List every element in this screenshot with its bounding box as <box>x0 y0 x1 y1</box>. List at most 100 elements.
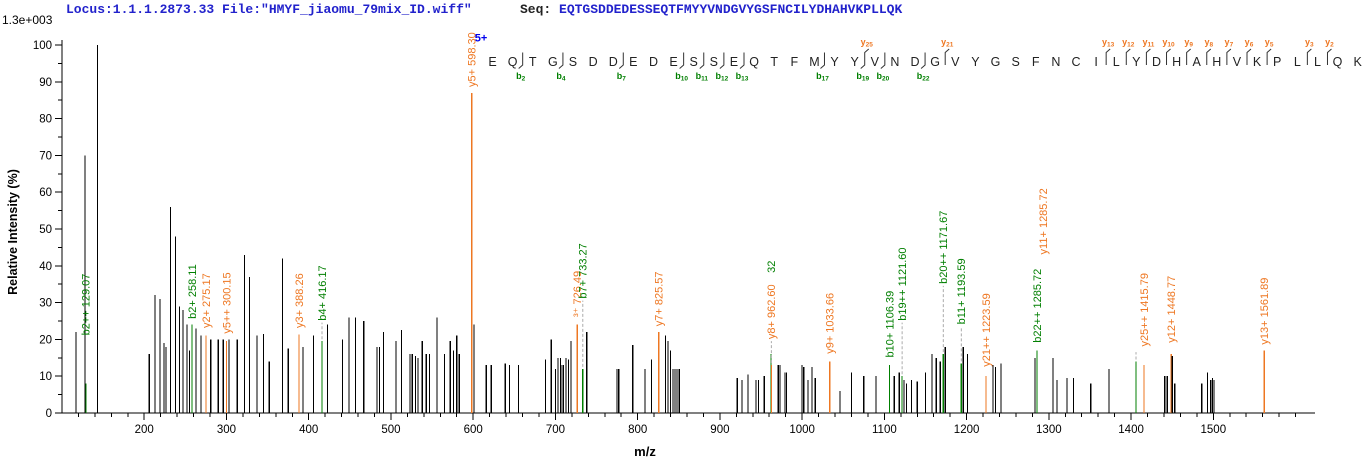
cleavage-marker <box>1125 48 1131 65</box>
y-ion-marker: y6 <box>1245 37 1254 49</box>
y-ion-marker: y9 <box>1184 37 1193 49</box>
cleavage-marker <box>618 52 624 69</box>
x-axis-tick-label: 500 <box>381 424 400 436</box>
cleavage-marker <box>518 52 524 69</box>
x-axis-tick-label: 1000 <box>789 424 815 436</box>
sequence-residue: L <box>1314 55 1321 69</box>
peak-label: b7+ 733.27 <box>578 243 590 298</box>
sequence-residue: S <box>1011 55 1019 69</box>
b-ion-marker: b13 <box>736 71 749 83</box>
sequence-residue: G <box>991 55 1001 69</box>
peak-label: y25++ 1415.79 <box>1139 273 1151 346</box>
peak-label: y3+ 388.26 <box>294 273 306 328</box>
y-ion-marker: y21 <box>941 37 954 49</box>
sequence-residue: T <box>529 55 537 69</box>
cleavage-marker <box>679 52 685 69</box>
x-axis-tick-label: 200 <box>135 424 154 436</box>
sequence-residue: D <box>589 55 598 69</box>
b-ion-marker: b4 <box>556 71 566 83</box>
y-axis-tick-label: 30 <box>39 298 52 310</box>
b-ion-marker: b2 <box>516 71 526 83</box>
peak-label: b2+ 258.11 <box>187 264 199 319</box>
b-ion-marker: b7 <box>617 71 627 83</box>
sequence-residue: Y <box>850 55 859 69</box>
y-axis-tick-label: 70 <box>39 150 52 162</box>
sequence-header: Seq: EQTGSDDEDESSEQTFMYYVNDGVYGSFNCILYDH… <box>520 2 902 17</box>
cleavage-marker <box>944 48 950 65</box>
sequence-residue: V <box>951 55 960 69</box>
peak-label: y7+ 825.57 <box>653 271 665 326</box>
cleavage-marker <box>1145 48 1151 65</box>
sequence-residue: S <box>710 55 718 69</box>
b-ion-marker: b22 <box>917 71 930 83</box>
b-ion-marker: b11 <box>696 71 709 83</box>
b-ion-marker: b20 <box>876 71 889 83</box>
cleavage-marker <box>1105 48 1111 65</box>
peak-label: y12+ 1448.77 <box>1166 276 1178 343</box>
sequence-residue: G <box>930 55 940 69</box>
peptide-sequence-text: EQTGSDDEDESSEQTFMYYVNDGVYGSFNCILYDHAHVKP… <box>559 2 903 17</box>
peak-label: y5+ 598.30 <box>467 32 479 87</box>
y-axis-title: Relative Intensity (%) <box>6 169 20 295</box>
peak-label: b4+ 416.17 <box>317 265 329 320</box>
sequence-residue: E <box>629 55 637 69</box>
sequence-residue: Q <box>508 55 518 69</box>
sequence-residue: V <box>871 55 880 69</box>
sequence-residue: D <box>609 55 618 69</box>
cleavage-marker <box>920 52 926 69</box>
y-axis-tick-label: 10 <box>39 371 52 383</box>
y-ion-marker: y8 <box>1204 37 1213 49</box>
sequence-residue: C <box>1071 55 1080 69</box>
cleavage-marker <box>719 52 725 69</box>
seq-label: Seq: <box>520 2 560 17</box>
x-axis-tick-label: 1100 <box>872 424 897 436</box>
base-peak-intensity: 1.3e+003 <box>2 13 53 27</box>
peak-label: b20++ 1171.67 <box>938 211 950 284</box>
locus-file-header: Locus:1.1.1.2873.33 File:"HMYF_jiaomu_79… <box>66 2 472 17</box>
peak-label: ³⁺ 726.49 <box>572 271 584 317</box>
x-axis-tick-label: 900 <box>710 424 729 436</box>
sequence-residue: Y <box>830 55 839 69</box>
y-axis-tick-label: 20 <box>39 334 52 346</box>
cleavage-marker <box>1326 48 1332 65</box>
peak-label: y13+ 1561.89 <box>1259 278 1271 345</box>
cleavage-marker <box>880 52 886 69</box>
y-ion-marker: y10 <box>1162 37 1175 49</box>
peak-label: b22++ 1285.72 <box>1032 269 1044 343</box>
cleavage-marker <box>860 48 870 69</box>
peak-label: y5++ 300.15 <box>221 272 233 333</box>
sequence-residue: N <box>1051 55 1060 69</box>
y-ion-marker: y11 <box>1142 37 1154 49</box>
y-ion-marker: y7 <box>1225 37 1234 49</box>
sequence-residue: A <box>1193 55 1202 69</box>
sequence-residue: V <box>1233 55 1242 69</box>
sequence-residue: K <box>1253 55 1262 69</box>
sequence-residue: D <box>911 55 920 69</box>
sequence-residue: D <box>1152 55 1161 69</box>
x-axis-tick-label: 1300 <box>1036 424 1062 436</box>
cleavage-marker <box>820 52 825 69</box>
sequence-residue: E <box>669 55 677 69</box>
sequence-residue: S <box>690 55 698 69</box>
cleavage-marker <box>1246 48 1252 65</box>
sequence-residue: P <box>1273 55 1281 69</box>
cleavage-marker <box>558 52 564 69</box>
b-ion-marker: b19 <box>856 71 869 83</box>
sequence-residue: L <box>1113 55 1120 69</box>
y-axis-tick-label: 60 <box>39 187 52 199</box>
y-ion-marker: y3 <box>1305 37 1314 49</box>
cleavage-marker <box>1266 48 1272 65</box>
y-axis-tick-label: 90 <box>39 77 52 89</box>
y-axis-tick-label: 50 <box>39 224 52 236</box>
b-ion-marker: b10 <box>675 71 688 83</box>
x-axis-title: m/z <box>634 444 656 459</box>
peak-label: b10+ 1106.39 <box>884 291 896 358</box>
cleavage-marker <box>1186 48 1191 65</box>
sequence-residue: M <box>809 55 819 69</box>
peak-label: y11+ 1285.72 <box>1038 188 1050 254</box>
x-axis-tick-label: 300 <box>217 424 236 436</box>
sequence-residue: Q <box>749 55 759 69</box>
sequence-residue: F <box>790 55 798 69</box>
